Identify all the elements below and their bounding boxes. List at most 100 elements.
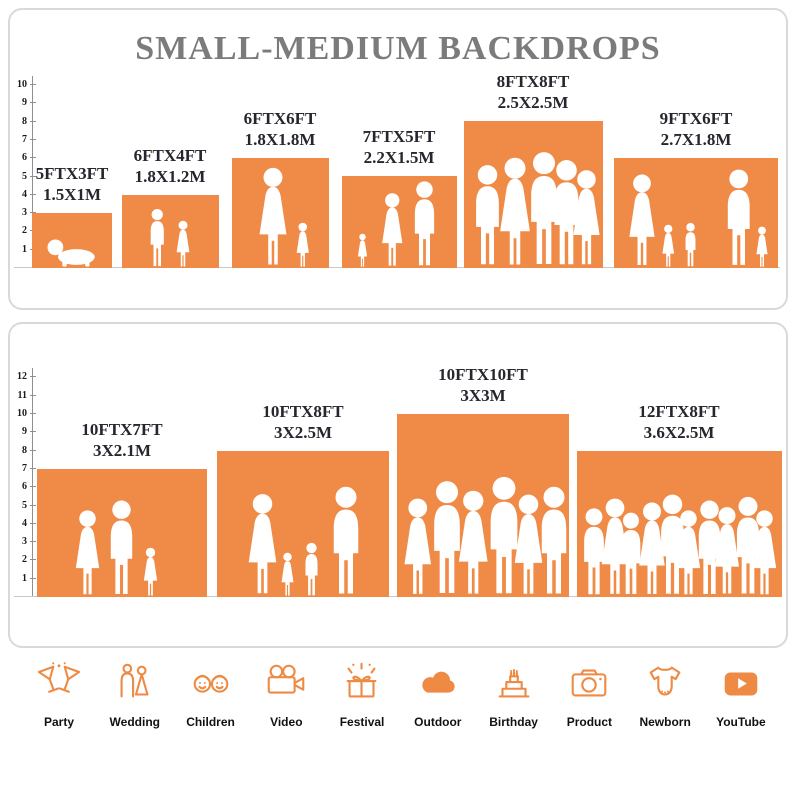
category-youtube: YouTube	[706, 660, 776, 729]
category-product: Product	[554, 660, 624, 729]
birthday-cake-icon	[498, 669, 530, 698]
wedding-couple-icon	[120, 663, 149, 698]
mother-child-silhouette	[259, 167, 309, 267]
axis-tick-label: 9	[22, 97, 36, 109]
category-outdoor: Outdoor	[403, 660, 473, 729]
size-ft-label: 10FTX10FT	[438, 365, 528, 384]
children-silhouette	[150, 208, 190, 267]
size-ft-label: 10FTX8FT	[262, 402, 344, 421]
size-m-label: 1.8X1.8M	[244, 130, 316, 149]
category-label: Video	[270, 715, 303, 729]
size-ft-label: 8FTX8FT	[496, 72, 570, 91]
size-ft-label: 12FTX8FT	[638, 402, 720, 421]
party-glasses-icon	[37, 662, 81, 693]
axis-tick-label: 7	[22, 133, 36, 145]
small-backdrops-panel: SMALL-MEDIUM BACKDROPS 1 2 3 4 5 6 7 8 9 10 5FTX3…	[8, 8, 788, 310]
axis-tick-label: 5	[22, 499, 36, 511]
axis-tick-label: 7	[22, 462, 36, 474]
backdrop-size-label: 10FTX7FT 3X2.1M	[37, 419, 207, 461]
youtube-play-icon	[724, 672, 758, 696]
axis-tick-label: 6	[22, 481, 36, 493]
axis-tick-label: 6	[22, 152, 36, 164]
axis-tick-label: 1	[22, 572, 36, 584]
axis-tick-label: 2	[22, 554, 36, 566]
size-ft-label: 7FTX5FT	[362, 127, 436, 146]
product-camera-icon	[572, 669, 607, 697]
size-m-label: 3X2.5M	[273, 423, 333, 442]
backdrop-bar-6x4	[122, 195, 219, 268]
category-birthday: Birthday	[479, 660, 549, 729]
category-label: Outdoor	[414, 715, 462, 729]
baby-silhouette	[47, 239, 95, 267]
backdrop-size-label: 6FTX4FT 1.8X1.2M	[100, 145, 240, 187]
top-axis: 1 2 3 4 5 6 7 8 9 10	[12, 76, 36, 268]
children-faces-icon	[193, 674, 228, 693]
axis-tick-label: 4	[22, 517, 36, 529]
axis-tick-label: 8	[22, 115, 36, 127]
size-m-label: 3X2.1M	[92, 441, 152, 460]
axis-tick-label: 3	[22, 207, 36, 219]
backdrop-bar-8x8	[464, 121, 603, 268]
backdrop-bar-5x3	[32, 213, 112, 268]
axis-tick-label: 3	[22, 536, 36, 548]
walking-family-silhouette	[248, 486, 359, 596]
size-ft-label: 6FTX6FT	[243, 109, 317, 128]
category-newborn: Newborn	[630, 660, 700, 729]
axis-tick-label: 5	[22, 170, 36, 182]
category-party: Party	[24, 660, 94, 729]
size-ft-label: 5FTX3FT	[35, 164, 109, 183]
size-m-label: 3.6X2.5M	[643, 423, 715, 442]
category-row: Party Wedding Children	[10, 660, 790, 729]
backdrop-size-label: 5FTX3FT 1.5X1M	[2, 163, 142, 205]
backdrop-bar-10x8	[217, 451, 389, 597]
category-label: Product	[566, 715, 613, 729]
crowd-silhouette	[584, 494, 777, 595]
category-children: Children	[176, 660, 246, 729]
axis-tick-label: 12	[17, 371, 36, 383]
backdrop-size-label: 12FTX8FT 3.6X2.5M	[594, 401, 764, 443]
medium-backdrops-panel: 1 2 3 4 5 6 7 8 9 10 11 12 10FTX7FT 3X2.1M 10FTX8FT…	[8, 322, 788, 648]
festival-gift-icon	[346, 662, 377, 698]
axis-tick-label: 10	[17, 408, 36, 419]
size-m-label: 3X3M	[460, 386, 506, 405]
axis-tick-label: 4	[22, 188, 36, 200]
family-silhouette	[357, 181, 435, 267]
group-silhouette	[476, 152, 600, 265]
size-m-label: 1.8X1.2M	[134, 167, 206, 186]
couple-child-silhouette	[75, 500, 158, 596]
size-m-label: 1.5X1M	[42, 185, 102, 204]
size-ft-label: 10FTX7FT	[81, 420, 163, 439]
size-m-label: 2.7X1.8M	[660, 130, 732, 149]
backdrop-bar-6x6	[232, 158, 329, 268]
bottom-axis: 1 2 3 4 5 6 7 8 9 10 11 12	[12, 368, 37, 597]
backdrop-size-label: 9FTX6FT 2.7X1.8M	[626, 108, 766, 150]
size-ft-label: 9FTX6FT	[659, 109, 733, 128]
axis-tick-label: 2	[22, 225, 36, 237]
category-video: Video	[251, 660, 321, 729]
backdrop-size-label: 6FTX6FT 1.8X1.8M	[210, 108, 350, 150]
backdrop-bar-10x10	[397, 414, 569, 597]
backdrop-size-label: 10FTX8FT 3X2.5M	[218, 401, 388, 443]
size-m-label: 2.5X2.5M	[497, 93, 569, 112]
category-label: Children	[186, 715, 235, 729]
axis-tick-label: 9	[22, 426, 36, 438]
axis-tick-label: 10	[17, 79, 36, 90]
family-group-silhouette	[629, 169, 768, 267]
page-title: SMALL-MEDIUM BACKDROPS	[135, 30, 661, 67]
backdrop-bar-9x6	[614, 158, 778, 268]
backdrop-bar-7x5	[342, 176, 457, 268]
backdrop-size-label: 7FTX5FT 2.2X1.5M	[329, 126, 469, 168]
category-label: Party	[43, 715, 75, 729]
video-camera-icon	[267, 664, 305, 694]
category-label: Birthday	[489, 715, 538, 729]
backdrop-size-label: 10FTX10FT 3X3M	[398, 364, 568, 406]
category-label: Festival	[339, 715, 385, 729]
category-wedding: Wedding	[100, 660, 170, 729]
category-festival: Festival	[327, 660, 397, 729]
category-label: Newborn	[639, 715, 691, 729]
axis-tick-label: 8	[22, 444, 36, 456]
large-group-silhouette	[404, 476, 567, 594]
backdrop-bar-12x8	[577, 451, 782, 597]
axis-tick-label: 11	[17, 389, 37, 401]
size-m-label: 2.2X1.5M	[363, 148, 435, 167]
